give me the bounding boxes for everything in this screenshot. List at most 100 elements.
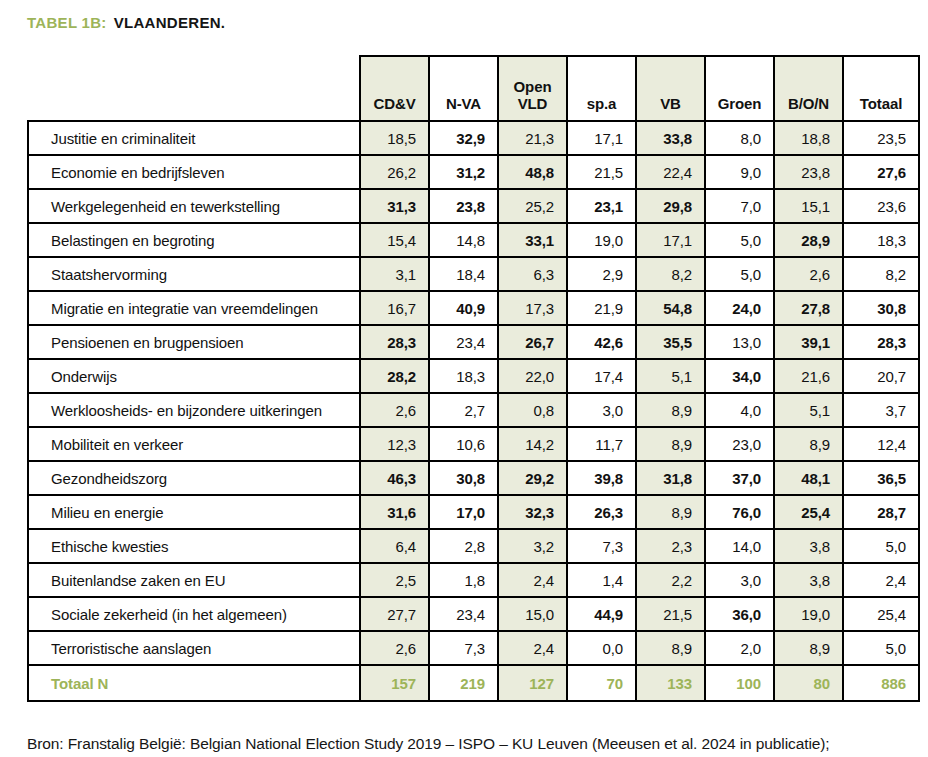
col-header-totaal: Totaal — [843, 56, 919, 121]
cell-open-vld: 3,2 — [498, 529, 567, 563]
cell-b-o-n: 5,1 — [774, 393, 843, 427]
cell-cd-v: 2,6 — [360, 631, 429, 665]
cell-sp-a: 11,7 — [567, 427, 636, 461]
cell-sp-a: 17,1 — [567, 121, 636, 155]
cell-cd-v: 12,3 — [360, 427, 429, 461]
row-label: Werkloosheids- en bijzondere uitkeringen — [28, 393, 360, 427]
table-row: Economie en bedrijfsleven26,231,248,821,… — [28, 155, 919, 189]
cell-open-vld: 14,2 — [498, 427, 567, 461]
cell-b-o-n: 23,8 — [774, 155, 843, 189]
table-row: Gezondheidszorg46,330,829,239,831,837,04… — [28, 461, 919, 495]
cell-b-o-n: 18,8 — [774, 121, 843, 155]
cell-cd-v: 18,5 — [360, 121, 429, 155]
cell-totaal: 5,0 — [843, 529, 919, 563]
cell-totaal: 20,7 — [843, 359, 919, 393]
cell-vb: 21,5 — [636, 597, 705, 631]
table-page: TABEL 1B: VLAANDEREN. CD&VN-VAOpen VLDsp.… — [0, 0, 928, 757]
total-row-label: Totaal N — [28, 665, 360, 701]
table-row: Terroristische aanslagen2,67,32,40,08,92… — [28, 631, 919, 665]
cell-sp-a: 0,0 — [567, 631, 636, 665]
cell-b-o-n: 8,9 — [774, 427, 843, 461]
cell-n-va: 18,3 — [429, 359, 498, 393]
cell-n-va: 7,3 — [429, 631, 498, 665]
cell-cd-v: 2,6 — [360, 393, 429, 427]
cell-vb: 8,9 — [636, 427, 705, 461]
cell-groen: 2,0 — [705, 631, 774, 665]
cell-n-va: 40,9 — [429, 291, 498, 325]
cell-groen: 3,0 — [705, 563, 774, 597]
cell-cd-v: 16,7 — [360, 291, 429, 325]
cell-n-va: 32,9 — [429, 121, 498, 155]
row-label: Gezondheidszorg — [28, 461, 360, 495]
election-issues-table: CD&VN-VAOpen VLDsp.aVBGroenB/O/NTotaal J… — [27, 55, 920, 702]
cell-groen: 7,0 — [705, 189, 774, 223]
cell-n-va: 219 — [429, 665, 498, 701]
cell-totaal: 12,4 — [843, 427, 919, 461]
cell-b-o-n: 19,0 — [774, 597, 843, 631]
cell-groen: 8,0 — [705, 121, 774, 155]
cell-groen: 13,0 — [705, 325, 774, 359]
cell-open-vld: 33,1 — [498, 223, 567, 257]
cell-cd-v: 27,7 — [360, 597, 429, 631]
cell-vb: 8,2 — [636, 257, 705, 291]
row-label: Mobiliteit en verkeer — [28, 427, 360, 461]
col-header-vb: VB — [636, 56, 705, 121]
cell-open-vld: 0,8 — [498, 393, 567, 427]
cell-b-o-n: 3,8 — [774, 563, 843, 597]
table-row: Staatshervorming3,118,46,32,98,25,02,68,… — [28, 257, 919, 291]
table-region-label: VLAANDEREN. — [114, 14, 226, 31]
cell-sp-a: 2,9 — [567, 257, 636, 291]
cell-vb: 8,9 — [636, 631, 705, 665]
cell-cd-v: 2,5 — [360, 563, 429, 597]
cell-cd-v: 6,4 — [360, 529, 429, 563]
cell-cd-v: 31,3 — [360, 189, 429, 223]
cell-n-va: 17,0 — [429, 495, 498, 529]
cell-n-va: 23,4 — [429, 325, 498, 359]
cell-groen: 37,0 — [705, 461, 774, 495]
col-header-n-va: N-VA — [429, 56, 498, 121]
cell-open-vld: 6,3 — [498, 257, 567, 291]
row-label: Justitie en criminaliteit — [28, 121, 360, 155]
table-number-label: TABEL 1B: — [27, 14, 107, 31]
cell-cd-v: 15,4 — [360, 223, 429, 257]
cell-sp-a: 70 — [567, 665, 636, 701]
cell-b-o-n: 2,6 — [774, 257, 843, 291]
cell-vb: 22,4 — [636, 155, 705, 189]
cell-cd-v: 31,6 — [360, 495, 429, 529]
cell-groen: 5,0 — [705, 223, 774, 257]
table-row: Pensioenen en brugpensioen28,323,426,742… — [28, 325, 919, 359]
table-row: Belastingen en begroting15,414,833,119,0… — [28, 223, 919, 257]
cell-vb: 33,8 — [636, 121, 705, 155]
cell-sp-a: 44,9 — [567, 597, 636, 631]
cell-open-vld: 17,3 — [498, 291, 567, 325]
row-label: Sociale zekerheid (in het algemeen) — [28, 597, 360, 631]
cell-vb: 2,3 — [636, 529, 705, 563]
cell-groen: 5,0 — [705, 257, 774, 291]
cell-groen: 76,0 — [705, 495, 774, 529]
cell-b-o-n: 48,1 — [774, 461, 843, 495]
cell-sp-a: 21,9 — [567, 291, 636, 325]
cell-sp-a: 39,8 — [567, 461, 636, 495]
cell-groen: 9,0 — [705, 155, 774, 189]
row-label: Economie en bedrijfsleven — [28, 155, 360, 189]
cell-sp-a: 3,0 — [567, 393, 636, 427]
cell-n-va: 18,4 — [429, 257, 498, 291]
table-row: Buitenlandse zaken en EU2,51,82,41,42,23… — [28, 563, 919, 597]
cell-n-va: 10,6 — [429, 427, 498, 461]
row-label: Werkgelegenheid en tewerkstelling — [28, 189, 360, 223]
cell-totaal: 30,8 — [843, 291, 919, 325]
table-row: Ethische kwesties6,42,83,27,32,314,03,85… — [28, 529, 919, 563]
cell-totaal: 8,2 — [843, 257, 919, 291]
cell-vb: 31,8 — [636, 461, 705, 495]
col-header-groen: Groen — [705, 56, 774, 121]
cell-vb: 8,9 — [636, 495, 705, 529]
table-row: Milieu en energie31,617,032,326,38,976,0… — [28, 495, 919, 529]
cell-vb: 29,8 — [636, 189, 705, 223]
total-row: Totaal N1572191277013310080886 — [28, 665, 919, 701]
source-note-line1: Bron: Franstalig België: Belgian Nationa… — [27, 731, 913, 757]
cell-n-va: 1,8 — [429, 563, 498, 597]
cell-totaal: 5,0 — [843, 631, 919, 665]
cell-totaal: 3,7 — [843, 393, 919, 427]
cell-open-vld: 2,4 — [498, 631, 567, 665]
cell-n-va: 14,8 — [429, 223, 498, 257]
